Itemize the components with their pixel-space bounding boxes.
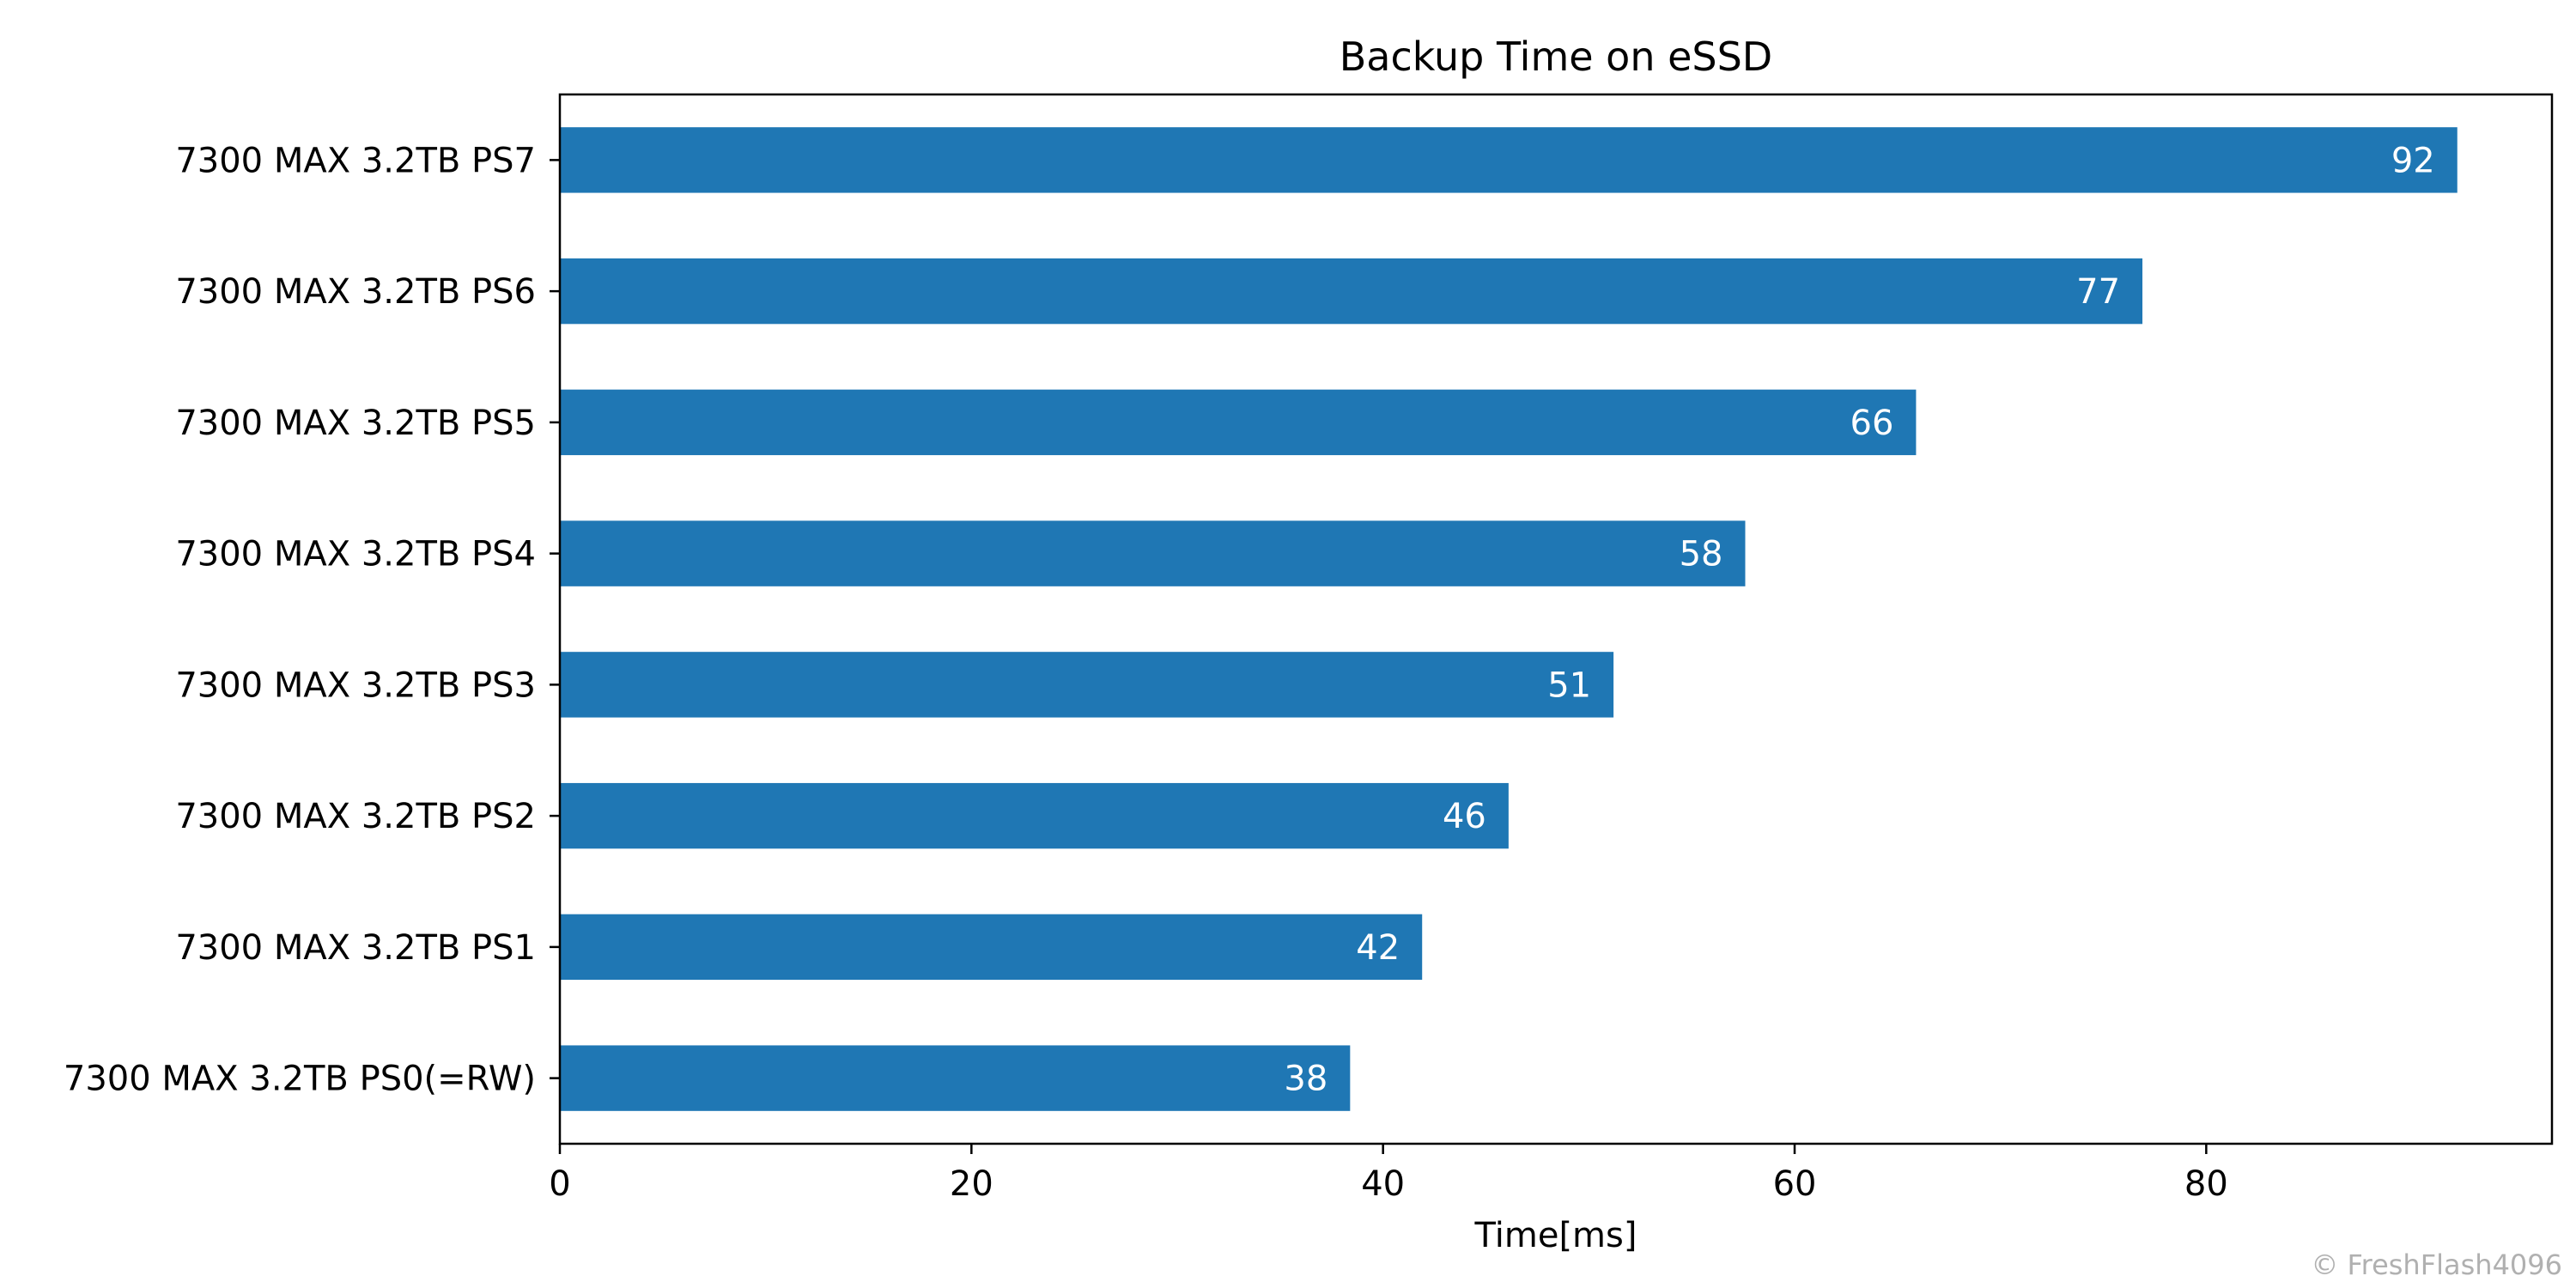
bar-value-label: 66: [1850, 404, 1894, 443]
bar-value-label: 58: [1680, 535, 1723, 574]
bar-value-label: 38: [1284, 1060, 1327, 1099]
bar: [560, 520, 1746, 586]
bar: [560, 389, 1917, 456]
bar-value-label: 77: [2076, 272, 2120, 312]
bar-value-label: 46: [1443, 797, 1486, 836]
y-tick-label: 7300 MAX 3.2TB PS6: [175, 272, 536, 312]
bar: [560, 914, 1423, 981]
bar: [560, 782, 1509, 849]
x-axis-label: Time[ms]: [1474, 1216, 1637, 1255]
bar: [560, 652, 1614, 718]
bar: [560, 1045, 1351, 1111]
x-ticks: 0 20 40 60 80: [549, 1144, 2228, 1204]
bar: [560, 127, 2458, 193]
y-tick-label: 7300 MAX 3.2TB PS1: [175, 928, 536, 968]
bars-group: 92 77 66 58 51 46 42 38: [560, 127, 2458, 1111]
y-tick-label: 7300 MAX 3.2TB PS7: [175, 141, 536, 180]
y-tick-label: 7300 MAX 3.2TB PS5: [175, 404, 536, 443]
bar-value-label: 51: [1547, 665, 1591, 705]
y-tick-label: 7300 MAX 3.2TB PS4: [175, 535, 536, 574]
x-tick-label: 0: [549, 1164, 570, 1204]
bar-value-label: 42: [1356, 928, 1400, 968]
x-tick-label: 80: [2184, 1164, 2228, 1204]
bar: [560, 258, 2143, 325]
x-tick-label: 40: [1361, 1164, 1405, 1204]
x-tick-label: 20: [950, 1164, 993, 1204]
y-tick-labels: 7300 MAX 3.2TB PS7 7300 MAX 3.2TB PS6 7300…: [64, 141, 560, 1099]
y-tick-label: 7300 MAX 3.2TB PS3: [175, 665, 536, 705]
y-tick-label: 7300 MAX 3.2TB PS2: [175, 797, 536, 836]
watermark: © FreshFlash4096: [2311, 1249, 2562, 1281]
y-tick-label: 7300 MAX 3.2TB PS0(=RW): [64, 1060, 536, 1099]
bar-value-label: 92: [2391, 141, 2435, 180]
x-tick-label: 60: [1773, 1164, 1817, 1204]
plot-frame: [558, 93, 2554, 1145]
chart-title: Backup Time on eSSD: [1340, 33, 1772, 80]
